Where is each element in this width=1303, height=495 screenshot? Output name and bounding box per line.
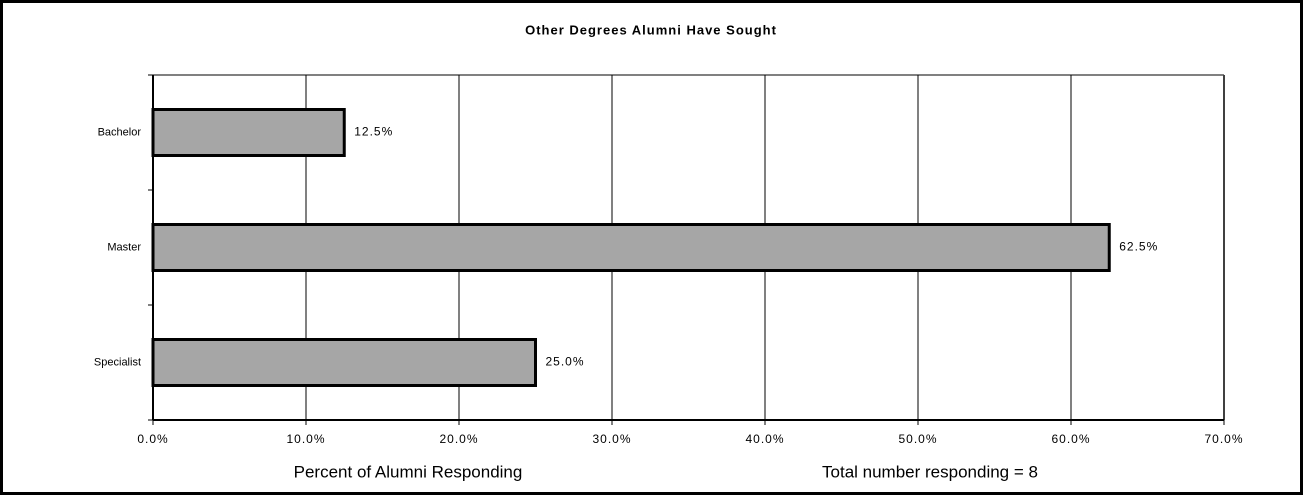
chart-title: Other Degrees Alumni Have Sought — [525, 22, 777, 37]
value-label: 12.5% — [354, 125, 393, 139]
x-tick-label: 70.0% — [1204, 432, 1243, 446]
y-tick-label: Bachelor — [98, 126, 142, 138]
y-tick-label: Specialist — [94, 356, 141, 368]
annotation: Total number responding = 8 — [822, 462, 1038, 481]
bar — [151, 108, 346, 157]
value-label: 25.0% — [546, 355, 585, 369]
y-tick-label: Master — [107, 241, 141, 253]
x-tick-label: 10.0% — [286, 432, 325, 446]
x-tick-label: 0.0% — [137, 432, 168, 446]
x-tick-label: 50.0% — [898, 432, 937, 446]
value-label: 62.5% — [1119, 240, 1158, 254]
bar — [151, 223, 1111, 272]
x-tick-label: 30.0% — [592, 432, 631, 446]
x-tick-label: 40.0% — [745, 432, 784, 446]
bar — [151, 338, 537, 387]
x-axis-label: Percent of Alumni Responding — [294, 462, 523, 481]
x-tick-label: 60.0% — [1051, 432, 1090, 446]
x-tick-label: 20.0% — [439, 432, 478, 446]
